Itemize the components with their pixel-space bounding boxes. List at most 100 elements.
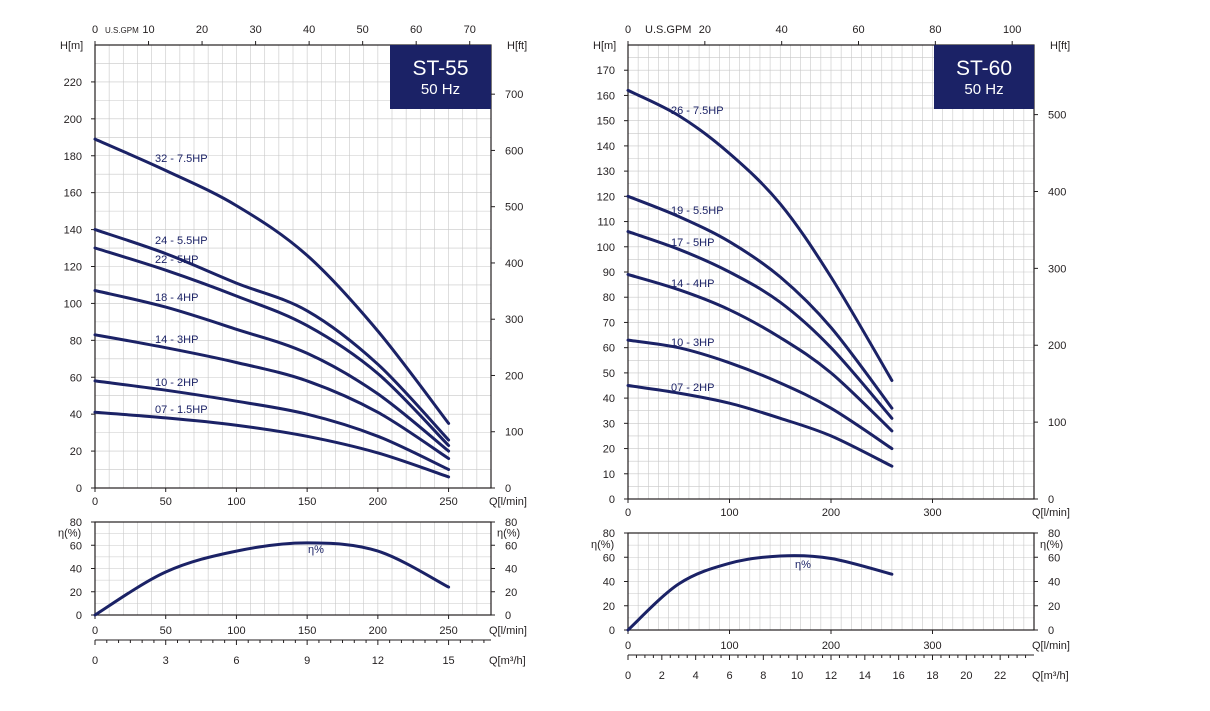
series-label: 14 - 4HP xyxy=(671,278,714,290)
y-axis-label-m: H[m] xyxy=(593,40,616,52)
gpm-tick-label: 60 xyxy=(410,24,422,36)
m3h-tick-label: 18 xyxy=(926,670,938,682)
y-tick-label: 130 xyxy=(597,166,615,178)
ft-tick-label: 100 xyxy=(505,427,523,439)
y-tick-label: 60 xyxy=(603,343,615,355)
y-tick-label: 120 xyxy=(64,262,82,274)
m3h-tick-label: 14 xyxy=(859,670,871,682)
eff-x-axis-label: Q[l/min] xyxy=(489,625,527,637)
m3h-tick-label: 12 xyxy=(372,655,384,667)
head-grid xyxy=(627,44,1035,500)
m3h-tick-label: 9 xyxy=(304,655,310,667)
chart-title: ST-55 xyxy=(412,57,468,80)
x-tick-label: 150 xyxy=(298,496,316,508)
eff-tick-label-right: 20 xyxy=(505,587,517,599)
ft-tick-label: 400 xyxy=(505,258,523,270)
y-tick-label: 160 xyxy=(597,90,615,102)
x-tick-label: 0 xyxy=(92,496,98,508)
head-curve-4 xyxy=(93,289,451,453)
y-tick-label: 50 xyxy=(603,368,615,380)
series-label: 10 - 2HP xyxy=(155,377,198,389)
m3h-tick-label: 10 xyxy=(791,670,803,682)
series-label: 14 - 3HP xyxy=(155,334,198,346)
series-label: 32 - 7.5HP xyxy=(155,153,208,165)
head-curve-4 xyxy=(626,273,894,433)
y-tick-label: 170 xyxy=(597,65,615,77)
gpm-tick-label: 40 xyxy=(776,24,788,36)
gpm-tick-label: 10 xyxy=(142,24,154,36)
x-tick-label: 100 xyxy=(720,507,738,519)
x-tick-label: 250 xyxy=(439,496,457,508)
gpm-tick-label: 30 xyxy=(249,24,261,36)
eff-tick-label-right: 60 xyxy=(505,540,517,552)
y-tick-label: 40 xyxy=(603,393,615,405)
eff-tick-label-right: 80 xyxy=(505,517,517,529)
gpm-tick-label: 60 xyxy=(852,24,864,36)
eff-tick-label-left: 80 xyxy=(70,517,82,529)
head-curve-3 xyxy=(626,230,894,420)
chart-title: ST-60 xyxy=(956,57,1012,80)
eff-tick-label-right: 20 xyxy=(1048,601,1060,613)
gpm-tick-label: 100 xyxy=(1003,24,1021,36)
ft-tick-label: 0 xyxy=(505,483,511,495)
y-tick-label: 70 xyxy=(603,317,615,329)
series-label: 19 - 5.5HP xyxy=(671,205,724,217)
x-axis-label-lmin: Q[l/min] xyxy=(1032,507,1070,519)
m3h-tick-label: 0 xyxy=(625,670,631,682)
gpm-tick-label: 70 xyxy=(464,24,476,36)
eff-tick-label-right: 80 xyxy=(1048,528,1060,540)
eff-tick-label-left: 0 xyxy=(76,610,82,622)
head-curve-1 xyxy=(626,88,894,382)
eff-tick-label-left: 60 xyxy=(70,540,82,552)
ft-tick-label: 500 xyxy=(1048,110,1066,122)
y-axis-label-m: H[m] xyxy=(60,40,83,52)
eff-x-tick-label: 300 xyxy=(923,640,941,652)
x-axis-label-lmin: Q[l/min] xyxy=(489,496,527,508)
y-tick-label: 140 xyxy=(64,225,82,237)
y-tick-label: 80 xyxy=(70,335,82,347)
eff-x-tick-label: 150 xyxy=(298,625,316,637)
eff-x-tick-label: 0 xyxy=(92,625,98,637)
ft-tick-label: 400 xyxy=(1048,186,1066,198)
m3h-scale: 0 3 6 9 12 15 Q[m³/h] xyxy=(92,639,526,667)
y-tick-label: 90 xyxy=(603,267,615,279)
y-tick-label: 150 xyxy=(597,116,615,128)
eff-x-tick-label: 50 xyxy=(160,625,172,637)
gpm-tick-label: 40 xyxy=(303,24,315,36)
eff-tick-label-left: 40 xyxy=(70,564,82,576)
y-tick-label: 40 xyxy=(70,409,82,421)
y-tick-label: 20 xyxy=(603,444,615,456)
ft-tick-label: 0 xyxy=(1048,494,1054,506)
eff-tick-label-right: 40 xyxy=(505,564,517,576)
head-curve-1 xyxy=(93,137,451,425)
y-tick-label: 100 xyxy=(64,298,82,310)
ft-tick-label: 200 xyxy=(1048,340,1066,352)
series-label: 18 - 4HP xyxy=(155,292,198,304)
y-tick-label: 200 xyxy=(64,114,82,126)
y-tick-label: 30 xyxy=(603,418,615,430)
x-tick-label: 300 xyxy=(923,507,941,519)
gpm-tick-label: 20 xyxy=(196,24,208,36)
eff-x-axis-label: Q[l/min] xyxy=(1032,640,1070,652)
gpm-tick-label: 80 xyxy=(929,24,941,36)
y-tick-label: 180 xyxy=(64,151,82,163)
m3h-tick-label: 3 xyxy=(163,655,169,667)
y-tick-label: 20 xyxy=(70,446,82,458)
head-curve-5 xyxy=(93,333,451,460)
gpm-axis-label: U.S.GPM xyxy=(645,24,691,36)
title-box xyxy=(934,45,1034,109)
eff-tick-label-right: 60 xyxy=(1048,552,1060,564)
eff-tick-label-right: 0 xyxy=(1048,625,1054,637)
eff-x-tick-label: 100 xyxy=(227,625,245,637)
eff-axis-label-right: η(%) xyxy=(497,528,520,540)
gpm-tick-label: 0 xyxy=(625,24,631,36)
m3h-tick-label: 15 xyxy=(442,655,454,667)
m3h-tick-label: 16 xyxy=(893,670,905,682)
ft-tick-label: 500 xyxy=(505,202,523,214)
series-label: 07 - 2HP xyxy=(671,382,714,394)
y-tick-label: 60 xyxy=(70,372,82,384)
chart-st55: 020406080100120140160180200220H[m]010020… xyxy=(58,24,527,667)
eff-tick-label-right: 0 xyxy=(505,610,511,622)
